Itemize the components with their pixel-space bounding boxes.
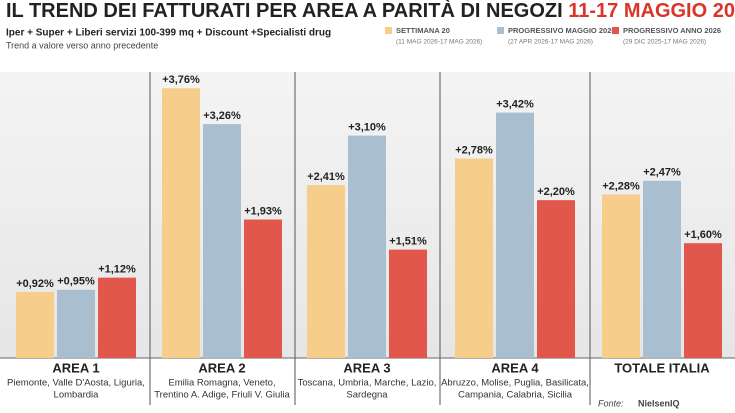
category-note: Abruzzo, Molise, Puglia, Basilicata, [441,378,589,389]
title-period: 11-17 MAGGIO 2026 [568,0,735,22]
source-name: NielsenIQ [638,398,680,408]
value-label: +1,93% [244,205,282,217]
value-label: +0,95% [57,276,95,288]
category-label: TOTALE ITALIA [614,360,710,375]
value-label: +2,47% [643,167,681,179]
bar [348,135,386,358]
category-label: AREA 2 [198,360,245,375]
note: Trend a valore verso anno precedente [6,40,158,50]
category-label: AREA 3 [343,360,390,375]
title-main: IL TREND DEI FATTURATI PER AREA A PARITÀ… [6,0,563,22]
bar [203,124,241,358]
category-note: Toscana, Umbria, Marche, Lazio, [298,378,437,389]
value-label: +1,12% [98,264,136,276]
legend-label: SETTIMANA 20 [396,26,450,35]
legend-period: (27 APR 2026-17 MAG 2026) [508,39,593,46]
bar [98,277,136,358]
bar [244,219,282,358]
separators [149,72,591,405]
value-label: +3,42% [496,99,534,111]
chart-title: IL TREND DEI FATTURATI PER AREA A PARITÀ… [6,0,735,22]
bar [162,88,200,358]
value-label: +2,28% [602,180,640,192]
bar [307,185,345,358]
category-note: Lombardia [54,390,100,401]
value-label: +0,92% [16,278,54,290]
category-note: Trentino A. Adige, Friuli V. Giulia [154,390,290,401]
source: Fonte: [598,398,624,408]
bar [496,112,534,359]
legend-period: (11 MAG 2026-17 MAG 2026) [396,39,482,46]
value-label: +2,41% [307,171,345,183]
value-label: +1,51% [389,236,427,248]
legend-label: PROGRESSIVO MAGGIO 2026 [508,26,616,35]
bar [16,291,54,358]
legend-period: (29 DIC 2025-17 MAG 2026) [623,39,706,46]
value-label: +3,76% [162,74,200,86]
bar [57,289,95,358]
value-label: +2,20% [537,186,575,198]
bar [684,243,722,358]
value-label: +1,60% [684,229,722,241]
value-label: +2,78% [455,144,493,156]
bar [537,200,575,358]
bar [602,194,640,358]
legend-swatch [612,27,619,34]
legend-swatch [497,27,504,34]
category-note: Emilia Romagna, Veneto, [168,378,275,389]
category-note: Campania, Calabria, Sicilia [458,390,573,401]
category-label: AREA 1 [52,360,99,375]
legend-label: PROGRESSIVO ANNO 2026 [623,26,721,35]
bar [455,158,493,358]
category-note: Sardegna [346,390,388,401]
subtitle: Iper + Super + Liberi servizi 100-399 mq… [6,28,331,39]
bar [389,249,427,358]
bar [643,180,681,358]
legend-swatch [385,27,392,34]
category-label: AREA 4 [491,360,539,375]
value-label: +3,10% [348,121,386,133]
category-note: Piemonte, Valle D'Aosta, Liguria, [7,378,145,389]
value-label: +3,26% [203,110,241,122]
